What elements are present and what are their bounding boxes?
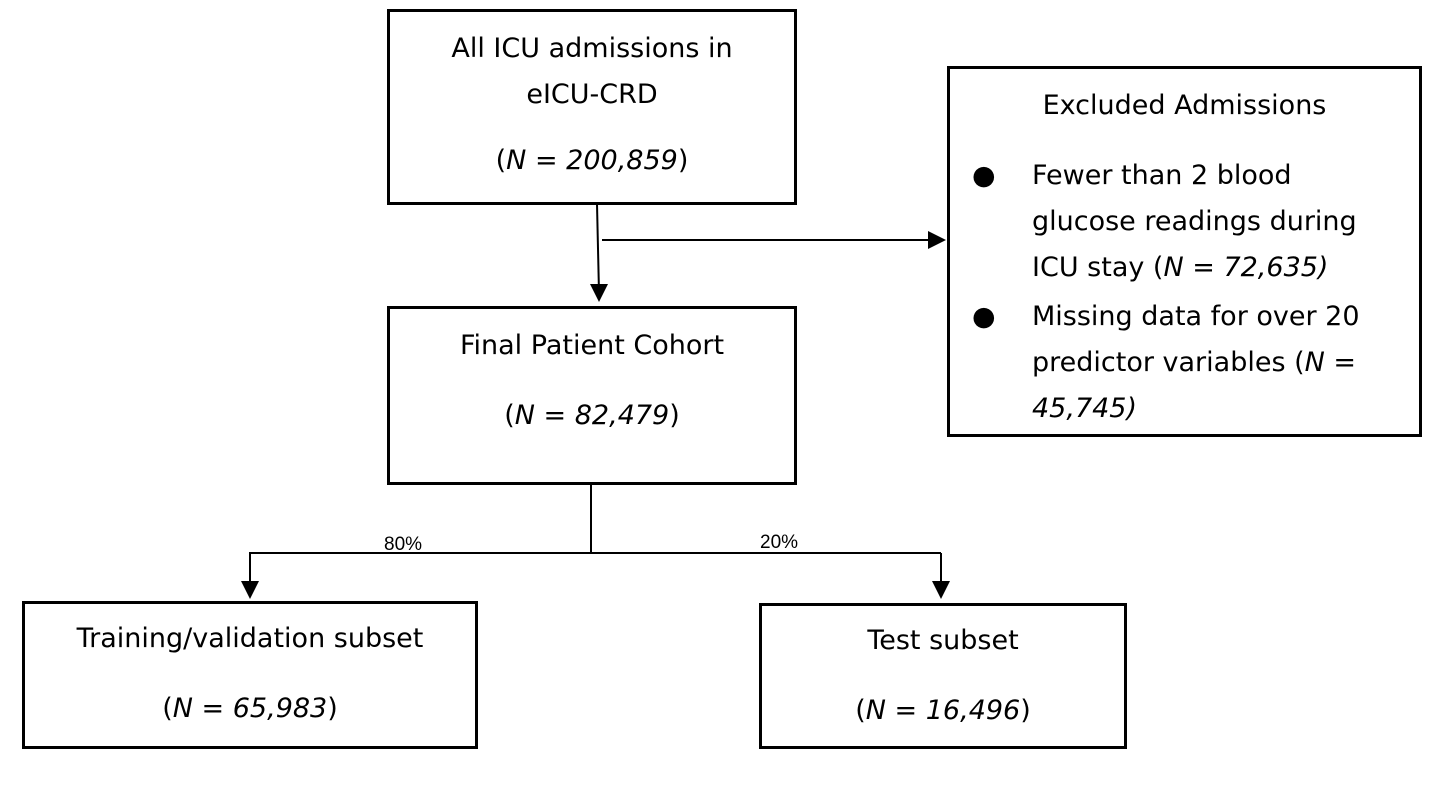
exclusion-glucose-line1: Fewer than 2 blood [1032,160,1292,191]
final-cohort-box: Final Patient Cohort (N = 82,479) [387,306,797,485]
excluded-admissions-box: Excluded Admissions ● Fewer than 2 blood… [947,66,1422,437]
training-subset-n: N = 65,983 [172,693,328,724]
test-subset-count: (N = 16,496) [855,695,1031,726]
all-admissions-line2: eICU-CRD [526,79,658,110]
arrowhead-training [241,581,259,599]
training-subset-box: Training/validation subset (N = 65,983) [22,601,478,749]
training-subset-title: Training/validation subset [76,623,424,654]
all-admissions-box: All ICU admissions in eICU-CRD (N = 200,… [387,9,797,205]
exclusion-missing-line2: predictor variables (N = [1032,347,1357,378]
arrow-to-final-cohort [596,203,600,294]
test-subset-box: Test subset (N = 16,496) [759,603,1127,749]
exclusion-missing-line1: Missing data for over 20 [1032,301,1360,332]
bullet-icon: ● [972,301,996,332]
final-cohort-count: (N = 82,479) [504,400,680,431]
test-subset-title: Test subset [867,625,1019,656]
excluded-title: Excluded Admissions [1042,90,1327,121]
arrowhead-excluded [928,231,946,249]
exclusion-item-missing-data: ● Missing data for over 20 predictor var… [972,294,1407,432]
all-admissions-count: (N = 200,859) [495,145,689,176]
arrowhead-final-cohort [590,284,608,302]
all-admissions-line1: All ICU admissions in [451,33,733,64]
arrowhead-test [932,581,950,599]
final-cohort-n: N = 82,479 [514,400,670,431]
test-subset-n: N = 16,496 [865,695,1021,726]
exclusion-glucose-line3: ICU stay (N = 72,635) [1032,252,1329,283]
exclusion-missing-line3: 45,745) [1032,393,1138,424]
training-split-label: 80% [384,534,423,555]
exclusion-glucose-n: N = 72,635) [1163,252,1329,283]
training-subset-count: (N = 65,983) [162,693,338,724]
exclusion-list: ● Fewer than 2 blood glucose readings du… [972,153,1407,434]
exclusion-item-glucose: ● Fewer than 2 blood glucose readings du… [972,153,1407,291]
test-split-label: 20% [760,532,799,553]
exclusion-glucose-line2: glucose readings during [1032,206,1357,237]
exclusion-missing-n: N = [1304,347,1357,378]
bullet-icon: ● [972,160,996,191]
all-admissions-n: N = 200,859 [506,145,678,176]
final-cohort-title: Final Patient Cohort [459,330,725,361]
